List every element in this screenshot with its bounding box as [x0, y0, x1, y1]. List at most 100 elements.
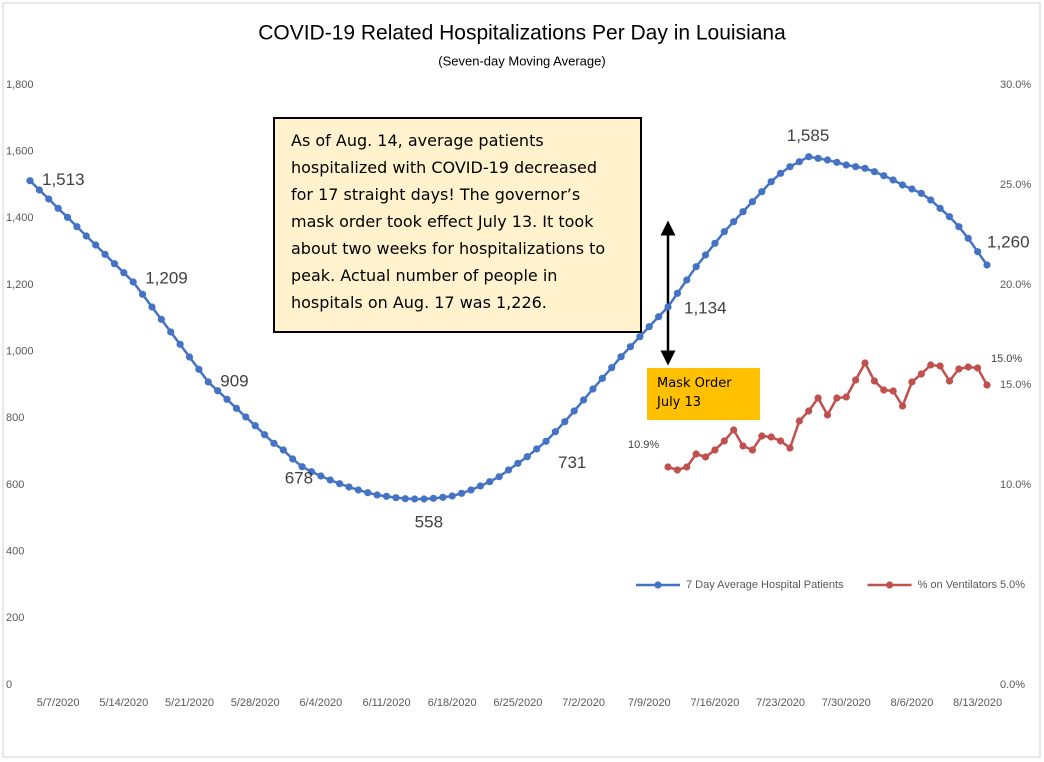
- data-label: 1,134: [684, 298, 727, 317]
- data-point: [739, 208, 747, 216]
- data-point: [242, 413, 250, 421]
- data-point: [204, 378, 212, 386]
- data-point: [720, 228, 728, 236]
- data-point: [176, 340, 184, 348]
- data-point: [626, 343, 635, 351]
- data-point: [823, 411, 832, 419]
- data-point: [289, 455, 297, 463]
- data-point: [73, 223, 81, 231]
- data-point: [983, 261, 991, 269]
- data-point: [664, 303, 672, 311]
- data-point: [833, 158, 841, 166]
- data-point: [692, 263, 700, 271]
- x-tick-label: 6/4/2020: [299, 697, 342, 709]
- data-point: [420, 495, 428, 503]
- annotation-box: As of Aug. 14, average patients hospital…: [273, 117, 642, 333]
- x-tick-label: 7/2/2020: [562, 697, 605, 709]
- data-point: [964, 363, 972, 371]
- data-point: [917, 189, 925, 197]
- data-point: [739, 442, 747, 450]
- data-point: [120, 269, 128, 277]
- mask-order-label: Mask Order July 13: [647, 368, 760, 420]
- data-point: [898, 402, 907, 410]
- data-point: [767, 433, 775, 441]
- y-tick-label: 1,600: [6, 146, 34, 158]
- data-point: [533, 445, 541, 453]
- data-point: [551, 428, 560, 436]
- data-point: [579, 396, 588, 404]
- data-point: [974, 364, 982, 372]
- data-point: [805, 153, 813, 161]
- data-point: [411, 495, 419, 503]
- data-point: [279, 446, 287, 454]
- data-point: [927, 361, 935, 369]
- y-tick-label: 1,400: [6, 212, 34, 224]
- data-label: 1,513: [42, 170, 85, 189]
- data-point: [448, 492, 456, 500]
- x-tick-label: 6/25/2020: [493, 697, 542, 709]
- data-point: [645, 323, 653, 331]
- data-point: [345, 483, 353, 491]
- data-point: [63, 213, 72, 221]
- data-point: [730, 426, 738, 434]
- data-point: [842, 161, 850, 169]
- data-point: [711, 239, 719, 247]
- data-point: [223, 395, 231, 403]
- data-point: [964, 234, 972, 242]
- data-point: [748, 198, 757, 206]
- data-point: [270, 439, 278, 447]
- data-point: [504, 466, 513, 474]
- data-point: [683, 276, 691, 284]
- chart-title: COVID-19 Related Hospitalizations Per Da…: [258, 22, 786, 45]
- data-point: [35, 186, 43, 194]
- data-point: [795, 417, 803, 425]
- data-point: [983, 381, 991, 389]
- data-point: [195, 365, 203, 373]
- x-tick-label: 7/16/2020: [690, 697, 739, 709]
- data-label: 10.9%: [628, 439, 659, 451]
- data-point: [974, 248, 982, 256]
- chart-subtitle: (Seven-day Moving Average): [438, 53, 605, 68]
- data-point: [486, 478, 494, 486]
- data-point: [805, 407, 813, 415]
- data-point: [251, 422, 259, 430]
- data-label: 558: [415, 512, 443, 531]
- y2-tick-label: 20.0%: [1000, 279, 1031, 291]
- data-point: [936, 204, 944, 212]
- data-point: [711, 446, 719, 454]
- data-point: [955, 365, 963, 373]
- data-point: [523, 453, 531, 461]
- data-point: [701, 251, 710, 259]
- data-point: [232, 404, 241, 412]
- data-point: [307, 468, 316, 476]
- data-point: [917, 370, 925, 378]
- y2-tick-label: 5.0%: [1000, 579, 1025, 591]
- data-label: 731: [558, 453, 586, 472]
- data-point: [655, 313, 663, 321]
- data-point: [354, 486, 362, 494]
- data-point: [439, 493, 447, 501]
- data-point: [748, 446, 757, 454]
- data-point: [908, 185, 916, 193]
- data-point: [945, 377, 954, 385]
- data-point: [861, 359, 869, 367]
- data-point: [617, 353, 625, 361]
- data-point: [692, 450, 700, 458]
- data-point: [110, 260, 119, 268]
- x-tick-label: 5/14/2020: [99, 697, 148, 709]
- data-point: [823, 156, 832, 164]
- data-point: [26, 177, 34, 185]
- data-point: [945, 213, 954, 221]
- data-point: [429, 494, 438, 502]
- y-tick-label: 1,200: [6, 279, 34, 291]
- data-point: [889, 387, 897, 395]
- data-point: [298, 463, 306, 471]
- y-tick-label: 400: [6, 546, 24, 558]
- data-point: [852, 376, 860, 384]
- data-point: [317, 472, 325, 480]
- data-point: [476, 482, 484, 490]
- data-point: [336, 480, 344, 488]
- data-point: [673, 289, 681, 297]
- data-point: [589, 385, 597, 393]
